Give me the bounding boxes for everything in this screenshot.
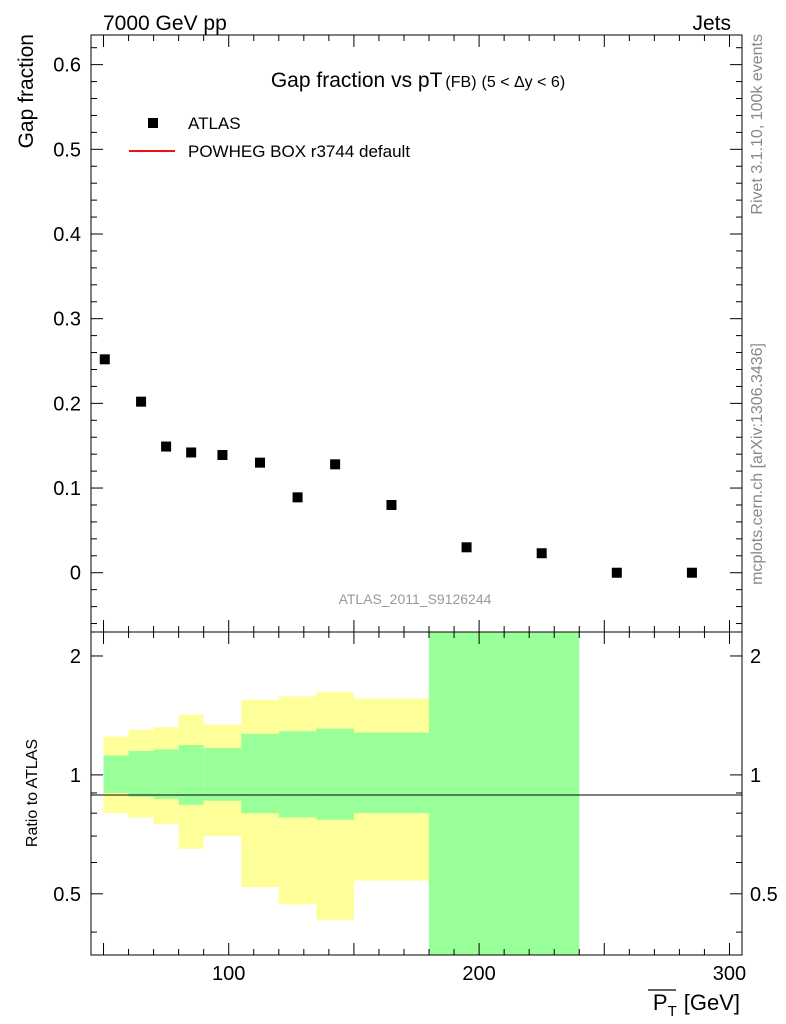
legend-powheg-label: POWHEG BOX r3744 default bbox=[188, 142, 410, 161]
svg-text:Gap fraction vs pT(FB)(5 < Δy: Gap fraction vs pT (FB) (5 < Δy < 6) bbox=[271, 69, 565, 92]
svg-text:PT[GeV]: PT [GeV] bbox=[653, 990, 740, 1020]
ratio-inner-band bbox=[153, 749, 179, 799]
y-tick-label: 0.1 bbox=[53, 478, 81, 500]
x-axis-label-unit: [GeV] bbox=[684, 990, 740, 1015]
main-panel: 0 0.1 0.2 0.3 0.4 0.5 0.6 Gap fraction Gap fra… bbox=[15, 34, 743, 633]
legend: ATLAS POWHEG BOX r3744 default bbox=[129, 114, 410, 161]
atlas-point bbox=[136, 396, 147, 407]
y-axis-label: Gap fraction bbox=[15, 34, 38, 148]
x-axis-label: PT [GeV] bbox=[648, 989, 740, 1020]
chart-title: Gap fraction vs pT (FB) (5 < Δy < 6) bbox=[271, 69, 565, 92]
y-tick-label: 0.6 bbox=[53, 55, 81, 77]
chart-title-main: Gap fraction vs pT bbox=[271, 69, 443, 92]
ratio-inner-band bbox=[241, 733, 279, 814]
ratio-panel: 0.5 1 2 0.5 1 2 Ratio to ATLAS 100 200 300 PT [… bbox=[24, 631, 778, 1020]
main-ticks bbox=[91, 35, 742, 632]
atlas-point bbox=[611, 567, 622, 578]
header-right: Jets bbox=[692, 12, 731, 35]
ratio-inner-band bbox=[103, 755, 129, 793]
main-y-tick-labels: 0 0.1 0.2 0.3 0.4 0.5 0.6 bbox=[53, 55, 81, 585]
ratio-inner-band bbox=[203, 747, 242, 801]
header-left: 7000 GeV pp bbox=[103, 12, 227, 35]
chart-title-cut: (5 < Δy < 6) bbox=[482, 74, 566, 91]
atlas-point bbox=[99, 354, 110, 365]
x-tick-labels: 100 200 300 bbox=[212, 963, 746, 985]
y-tick-label: 0.4 bbox=[53, 224, 81, 246]
ratio-y-tick-label-right: 0.5 bbox=[750, 884, 778, 906]
ratio-inner-band bbox=[429, 632, 580, 955]
mcplots-label: mcplots.cern.ch [arXiv:1306.3436] bbox=[749, 343, 766, 585]
atlas-point bbox=[330, 459, 341, 470]
ratio-y-tick-labels-right: 0.5 1 2 bbox=[750, 646, 778, 906]
ratio-y-tick-label: 2 bbox=[70, 646, 81, 668]
atlas-point bbox=[536, 548, 547, 559]
atlas-data-points bbox=[99, 354, 697, 578]
atlas-point bbox=[386, 499, 397, 510]
ratio-y-tick-label: 0.5 bbox=[53, 884, 81, 906]
x-axis-label-sub: T bbox=[668, 1003, 677, 1020]
legend-atlas-label: ATLAS bbox=[188, 114, 241, 133]
ratio-y-tick-label: 1 bbox=[70, 765, 81, 787]
atlas-point bbox=[292, 492, 303, 503]
y-tick-label: 0 bbox=[70, 563, 81, 585]
ratio-inner-band bbox=[316, 728, 354, 820]
legend-atlas-marker bbox=[148, 118, 158, 128]
ratio-ticks bbox=[91, 632, 742, 955]
x-tick-label: 200 bbox=[462, 963, 495, 985]
watermark: ATLAS_2011_S9126244 bbox=[339, 591, 492, 607]
atlas-point bbox=[255, 457, 266, 468]
x-tick-label: 100 bbox=[212, 963, 245, 985]
atlas-point bbox=[186, 447, 197, 458]
ratio-bands bbox=[103, 632, 580, 955]
ratio-inner-band bbox=[128, 750, 154, 797]
ratio-frame bbox=[90, 631, 743, 956]
ratio-y-tick-label-right: 1 bbox=[750, 765, 761, 787]
x-tick-label: 300 bbox=[713, 963, 746, 985]
ratio-y-tick-label-right: 2 bbox=[750, 646, 761, 668]
rivet-label: Rivet 3.1.10, 100k events bbox=[749, 34, 766, 215]
y-tick-label: 0.2 bbox=[53, 393, 81, 415]
atlas-point bbox=[461, 542, 472, 553]
ratio-inner-band bbox=[178, 745, 204, 805]
ratio-inner-band bbox=[278, 731, 317, 818]
atlas-point bbox=[686, 567, 697, 578]
atlas-point bbox=[161, 441, 172, 452]
y-tick-label: 0.5 bbox=[53, 139, 81, 161]
ratio-inner-band bbox=[353, 732, 430, 814]
atlas-point bbox=[217, 450, 228, 461]
y-tick-label: 0.3 bbox=[53, 309, 81, 331]
ratio-y-axis-label: Ratio to ATLAS bbox=[24, 739, 41, 847]
x-axis-label-main: P bbox=[653, 990, 668, 1015]
chart-title-suffix: (FB) bbox=[445, 74, 476, 91]
ratio-y-tick-labels: 0.5 1 2 bbox=[53, 646, 81, 906]
